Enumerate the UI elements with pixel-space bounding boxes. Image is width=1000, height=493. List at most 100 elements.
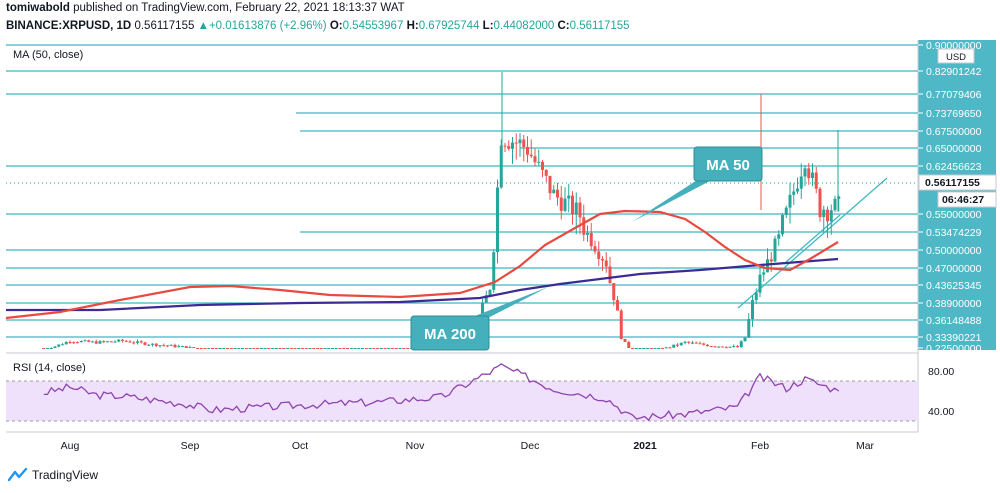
close-value: 0.56117155 bbox=[569, 20, 630, 32]
candle-body bbox=[376, 348, 379, 349]
price-change: +0.01613876 (+2.96%) bbox=[208, 20, 327, 32]
candle-body bbox=[252, 348, 256, 349]
candle-body bbox=[612, 283, 616, 301]
symbol-name[interactable]: BINANCE:XRPUSD, 1D bbox=[6, 20, 132, 32]
candle-body bbox=[627, 341, 631, 348]
candle-body bbox=[653, 348, 657, 349]
candle-body bbox=[177, 346, 181, 348]
rsi-indicator-label[interactable]: RSI (14, close) bbox=[13, 362, 86, 374]
candle-body bbox=[814, 172, 818, 189]
rsi-band bbox=[6, 381, 918, 421]
candle-body bbox=[113, 341, 117, 343]
candle-body bbox=[102, 341, 106, 343]
candle-body bbox=[777, 234, 781, 239]
candle-body bbox=[304, 348, 308, 349]
candle-body bbox=[571, 195, 574, 215]
candle-body bbox=[319, 348, 323, 349]
last-price: 0.56117155 bbox=[134, 20, 195, 32]
rsi-axis[interactable] bbox=[918, 356, 996, 431]
price-tick-label: 0.82901242 bbox=[926, 66, 982, 78]
candle-body bbox=[91, 341, 94, 343]
ma-indicator-label[interactable]: MA (50, close) bbox=[13, 49, 84, 61]
candle-body bbox=[79, 341, 83, 343]
candle-body bbox=[297, 348, 301, 349]
ma50-callout-text: MA 50 bbox=[706, 157, 750, 174]
candle-body bbox=[162, 345, 166, 347]
candle-body bbox=[833, 198, 837, 211]
candle-body bbox=[241, 348, 244, 349]
candle-body bbox=[807, 168, 811, 179]
price-tick-label: 0.50000000 bbox=[926, 245, 982, 257]
candle-body bbox=[676, 344, 679, 346]
candle-body bbox=[713, 346, 717, 348]
candle-body bbox=[743, 337, 747, 342]
candle-body bbox=[87, 340, 91, 342]
currency-label: USD bbox=[946, 52, 966, 63]
author-name[interactable]: tomiwabold bbox=[6, 2, 70, 14]
price-tick-label: 0.33390221 bbox=[926, 332, 982, 344]
price-tick-label: 0.62456623 bbox=[926, 161, 982, 173]
candle-body bbox=[481, 302, 484, 323]
candle-body bbox=[406, 348, 409, 349]
candle-body bbox=[631, 348, 634, 349]
candle-body bbox=[728, 346, 732, 348]
candle-body bbox=[64, 342, 68, 345]
candle-body bbox=[402, 348, 406, 349]
candle-body bbox=[769, 259, 773, 262]
rsi-tick-label: 80.00 bbox=[928, 366, 954, 378]
candle-body bbox=[529, 154, 533, 157]
candle-body bbox=[181, 346, 184, 348]
candle-body bbox=[593, 246, 597, 252]
candle-body bbox=[608, 266, 612, 284]
candle-body bbox=[368, 348, 372, 349]
candle-body bbox=[616, 300, 619, 311]
candle-body bbox=[518, 139, 522, 144]
candle-body bbox=[286, 348, 289, 349]
candle-body bbox=[496, 187, 499, 253]
candle-body bbox=[76, 342, 79, 344]
ma200-callout-text: MA 200 bbox=[424, 326, 476, 343]
candle-body bbox=[68, 342, 72, 344]
high-value: 0.67925744 bbox=[418, 20, 480, 32]
candle-body bbox=[312, 348, 316, 349]
time-tick-label: Mar bbox=[856, 440, 875, 452]
candle-body bbox=[758, 274, 762, 293]
candle-body bbox=[308, 348, 312, 349]
candle-body bbox=[278, 348, 282, 349]
candle-body bbox=[379, 348, 383, 349]
candle-body bbox=[391, 348, 394, 349]
candle-body bbox=[589, 232, 593, 247]
candle-body bbox=[109, 341, 113, 343]
candle-body bbox=[822, 209, 826, 218]
candle-body bbox=[334, 348, 338, 349]
candle-body bbox=[289, 348, 293, 349]
candle-body bbox=[511, 142, 514, 149]
candle-body bbox=[349, 348, 353, 349]
candle-body bbox=[694, 342, 698, 344]
price-axis-labels: 0.900000000.829012420.770794060.73769650… bbox=[918, 40, 982, 355]
brand-name: TradingView bbox=[32, 468, 99, 482]
candle-body bbox=[736, 346, 739, 348]
candle-body bbox=[499, 145, 503, 188]
candle-body bbox=[552, 189, 556, 194]
candle-body bbox=[383, 348, 387, 349]
price-tick-label: 0.36148488 bbox=[926, 315, 982, 327]
publish-text: published on TradingView.com, February 2… bbox=[73, 2, 405, 14]
candle-body bbox=[586, 232, 589, 235]
candle-body bbox=[139, 341, 143, 343]
rsi-tick-label: 40.00 bbox=[928, 406, 954, 418]
rsi-line bbox=[43, 363, 840, 422]
candle-body bbox=[488, 289, 492, 296]
tradingview-logo[interactable]: TradingView bbox=[8, 468, 98, 482]
candle-body bbox=[484, 295, 488, 303]
candle-body bbox=[98, 341, 102, 344]
candle-body bbox=[263, 348, 267, 349]
candle-body bbox=[803, 168, 807, 177]
candle-body bbox=[597, 251, 601, 259]
candle-body bbox=[398, 348, 402, 349]
candle-body bbox=[271, 348, 274, 349]
candle-body bbox=[229, 348, 233, 349]
price-tick-label: 0.43625345 bbox=[926, 280, 982, 292]
candle-body bbox=[559, 197, 563, 211]
tradingview-icon bbox=[8, 468, 28, 482]
